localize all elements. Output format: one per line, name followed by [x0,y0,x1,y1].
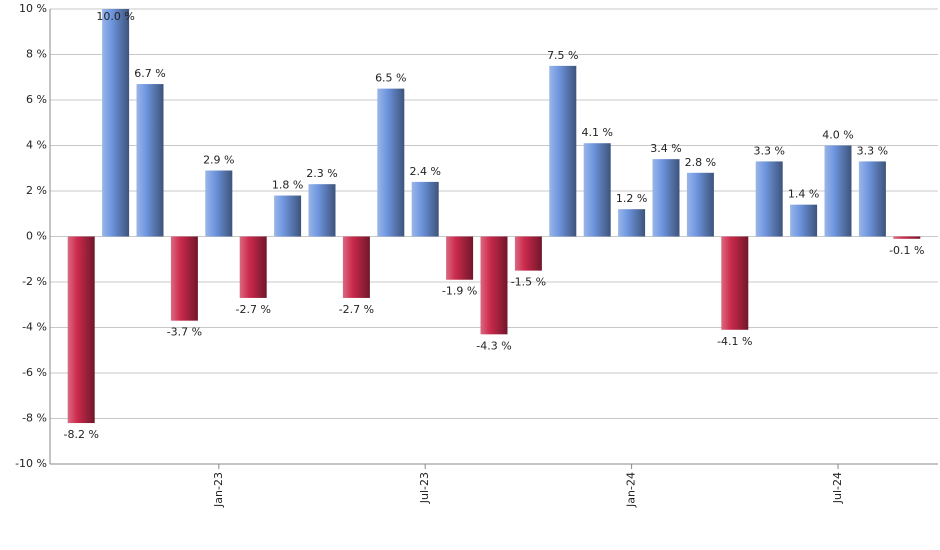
value-label: 2.3 % [306,167,337,180]
bar [514,236,542,271]
bar [790,204,818,237]
y-tick-label: 10 % [19,2,47,15]
value-label: 1.4 % [788,188,819,201]
y-tick-label: -8 % [22,412,47,425]
bar [67,236,95,424]
bar [411,181,439,237]
bar [549,65,577,237]
bar [686,172,714,237]
value-label: 2.9 % [203,154,234,167]
value-label: -1.9 % [442,285,477,298]
bar [824,145,852,237]
x-tick-label: Jul-23 [418,472,431,504]
y-tick-label: 8 % [26,48,47,61]
bar [755,161,783,237]
value-label: -2.7 % [235,303,270,316]
bar [274,195,302,237]
bar [652,159,680,237]
y-tick-label: 0 % [26,230,47,243]
y-tick-label: 2 % [26,184,47,197]
value-label: 3.4 % [650,142,681,155]
y-tick-label: -10 % [15,457,47,470]
value-label: -4.1 % [717,335,752,348]
x-tick-label: Jul-24 [831,472,844,504]
y-tick-label: 4 % [26,139,47,152]
bar [377,88,405,237]
value-label: 3.3 % [857,144,888,157]
value-label: -1.5 % [511,276,546,289]
bar [342,236,370,298]
value-label: 4.1 % [581,126,612,139]
bar [858,161,886,237]
bar [480,236,508,335]
bar [446,236,474,280]
y-tick-label: -4 % [22,321,47,334]
value-label: 3.3 % [753,144,784,157]
bar [308,184,336,237]
value-label: 1.8 % [272,179,303,192]
bar [102,9,130,237]
bar [170,236,198,321]
value-label: -8.2 % [63,428,98,441]
bar [583,143,611,237]
value-label: -4.3 % [476,339,511,352]
x-tick-label: Jan-24 [625,472,638,508]
value-label: 2.4 % [409,165,440,178]
value-label: -2.7 % [339,303,374,316]
bar [893,236,921,239]
y-tick-label: -6 % [22,366,47,379]
y-tick-label: -2 % [22,275,47,288]
bar [239,236,267,298]
value-label: 10.0 % [96,10,134,23]
value-label: -3.7 % [167,326,202,339]
bar [136,84,164,237]
value-label: 4.0 % [822,129,853,142]
value-label: 6.5 % [375,72,406,85]
value-label: 2.8 % [685,156,716,169]
value-label: -0.1 % [889,244,924,257]
bar [721,236,749,330]
bar [205,170,233,237]
value-label: 1.2 % [616,192,647,205]
bar [618,209,646,237]
y-tick-label: 6 % [26,93,47,106]
value-label: 6.7 % [134,67,165,80]
x-tick-label: Jan-23 [212,472,225,508]
value-label: 7.5 % [547,49,578,62]
